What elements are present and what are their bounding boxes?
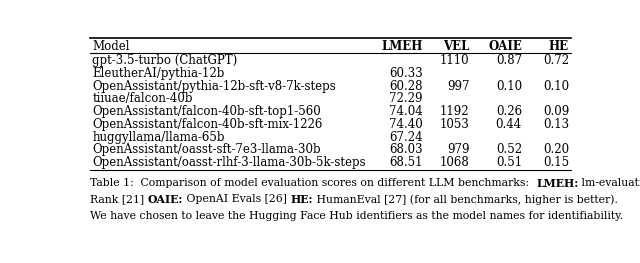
Text: OpenAssistant/falcon-40b-sft-mix-1226: OpenAssistant/falcon-40b-sft-mix-1226: [92, 118, 323, 131]
Text: OpenAssistant/oasst-sft-7e3-llama-30b: OpenAssistant/oasst-sft-7e3-llama-30b: [92, 143, 321, 156]
Text: 0.15: 0.15: [543, 156, 569, 169]
Text: OAIE:: OAIE:: [148, 194, 183, 205]
Text: lm-evaluation-harness [25] (average scores, see online leaderboard for more deta: lm-evaluation-harness [25] (average scor…: [579, 178, 640, 188]
Text: 74.40: 74.40: [389, 118, 422, 131]
Text: HumanEval [27] (for all benchmarks, higher is better).: HumanEval [27] (for all benchmarks, high…: [313, 194, 618, 205]
Text: tiiuae/falcon-40b: tiiuae/falcon-40b: [92, 92, 193, 105]
Text: 0.51: 0.51: [496, 156, 522, 169]
Text: 0.10: 0.10: [496, 80, 522, 93]
Text: 1110: 1110: [440, 54, 470, 67]
Text: HE: HE: [549, 40, 569, 53]
Text: 0.20: 0.20: [543, 143, 569, 156]
Text: OpenAI Evals [26]: OpenAI Evals [26]: [183, 194, 291, 204]
Text: HE:: HE:: [291, 194, 313, 205]
Text: 0.13: 0.13: [543, 118, 569, 131]
Text: huggyllama/llama-65b: huggyllama/llama-65b: [92, 131, 225, 144]
Text: Model: Model: [92, 40, 130, 53]
Text: 0.72: 0.72: [543, 54, 569, 67]
Text: 1068: 1068: [440, 156, 470, 169]
Text: 979: 979: [447, 143, 470, 156]
Text: 1053: 1053: [440, 118, 470, 131]
Text: OpenAssistant/pythia-12b-sft-v8-7k-steps: OpenAssistant/pythia-12b-sft-v8-7k-steps: [92, 80, 336, 93]
Text: Table 1:: Table 1:: [90, 178, 137, 188]
Text: We have chosen to leave the Hugging Face Hub identifiers as the model names for : We have chosen to leave the Hugging Face…: [90, 211, 623, 221]
Text: Comparison of model evaluation scores on different LLM benchmarks:: Comparison of model evaluation scores on…: [137, 178, 536, 188]
Text: LMEH:: LMEH:: [536, 178, 579, 189]
Text: OpenAssistant/falcon-40b-sft-top1-560: OpenAssistant/falcon-40b-sft-top1-560: [92, 105, 321, 118]
Text: 0.10: 0.10: [543, 80, 569, 93]
Text: 0.87: 0.87: [496, 54, 522, 67]
Text: 0.52: 0.52: [496, 143, 522, 156]
Text: 74.04: 74.04: [389, 105, 422, 118]
Text: OpenAssistant/oasst-rlhf-3-llama-30b-5k-steps: OpenAssistant/oasst-rlhf-3-llama-30b-5k-…: [92, 156, 366, 169]
Text: gpt-3.5-turbo (ChatGPT): gpt-3.5-turbo (ChatGPT): [92, 54, 237, 67]
Text: 0.44: 0.44: [496, 118, 522, 131]
Text: EleutherAI/pythia-12b: EleutherAI/pythia-12b: [92, 67, 225, 80]
Text: VEL: VEL: [444, 40, 470, 53]
Text: OAIE: OAIE: [488, 40, 522, 53]
Text: LMEH: LMEH: [381, 40, 422, 53]
Text: Rank [21]: Rank [21]: [90, 194, 148, 204]
Text: 60.33: 60.33: [389, 67, 422, 80]
Text: 68.03: 68.03: [389, 143, 422, 156]
Text: 0.26: 0.26: [496, 105, 522, 118]
Text: 60.28: 60.28: [389, 80, 422, 93]
Text: 67.24: 67.24: [389, 131, 422, 144]
Text: 997: 997: [447, 80, 470, 93]
Text: 72.29: 72.29: [389, 92, 422, 105]
Text: 68.51: 68.51: [389, 156, 422, 169]
Text: 1192: 1192: [440, 105, 470, 118]
Text: 0.09: 0.09: [543, 105, 569, 118]
